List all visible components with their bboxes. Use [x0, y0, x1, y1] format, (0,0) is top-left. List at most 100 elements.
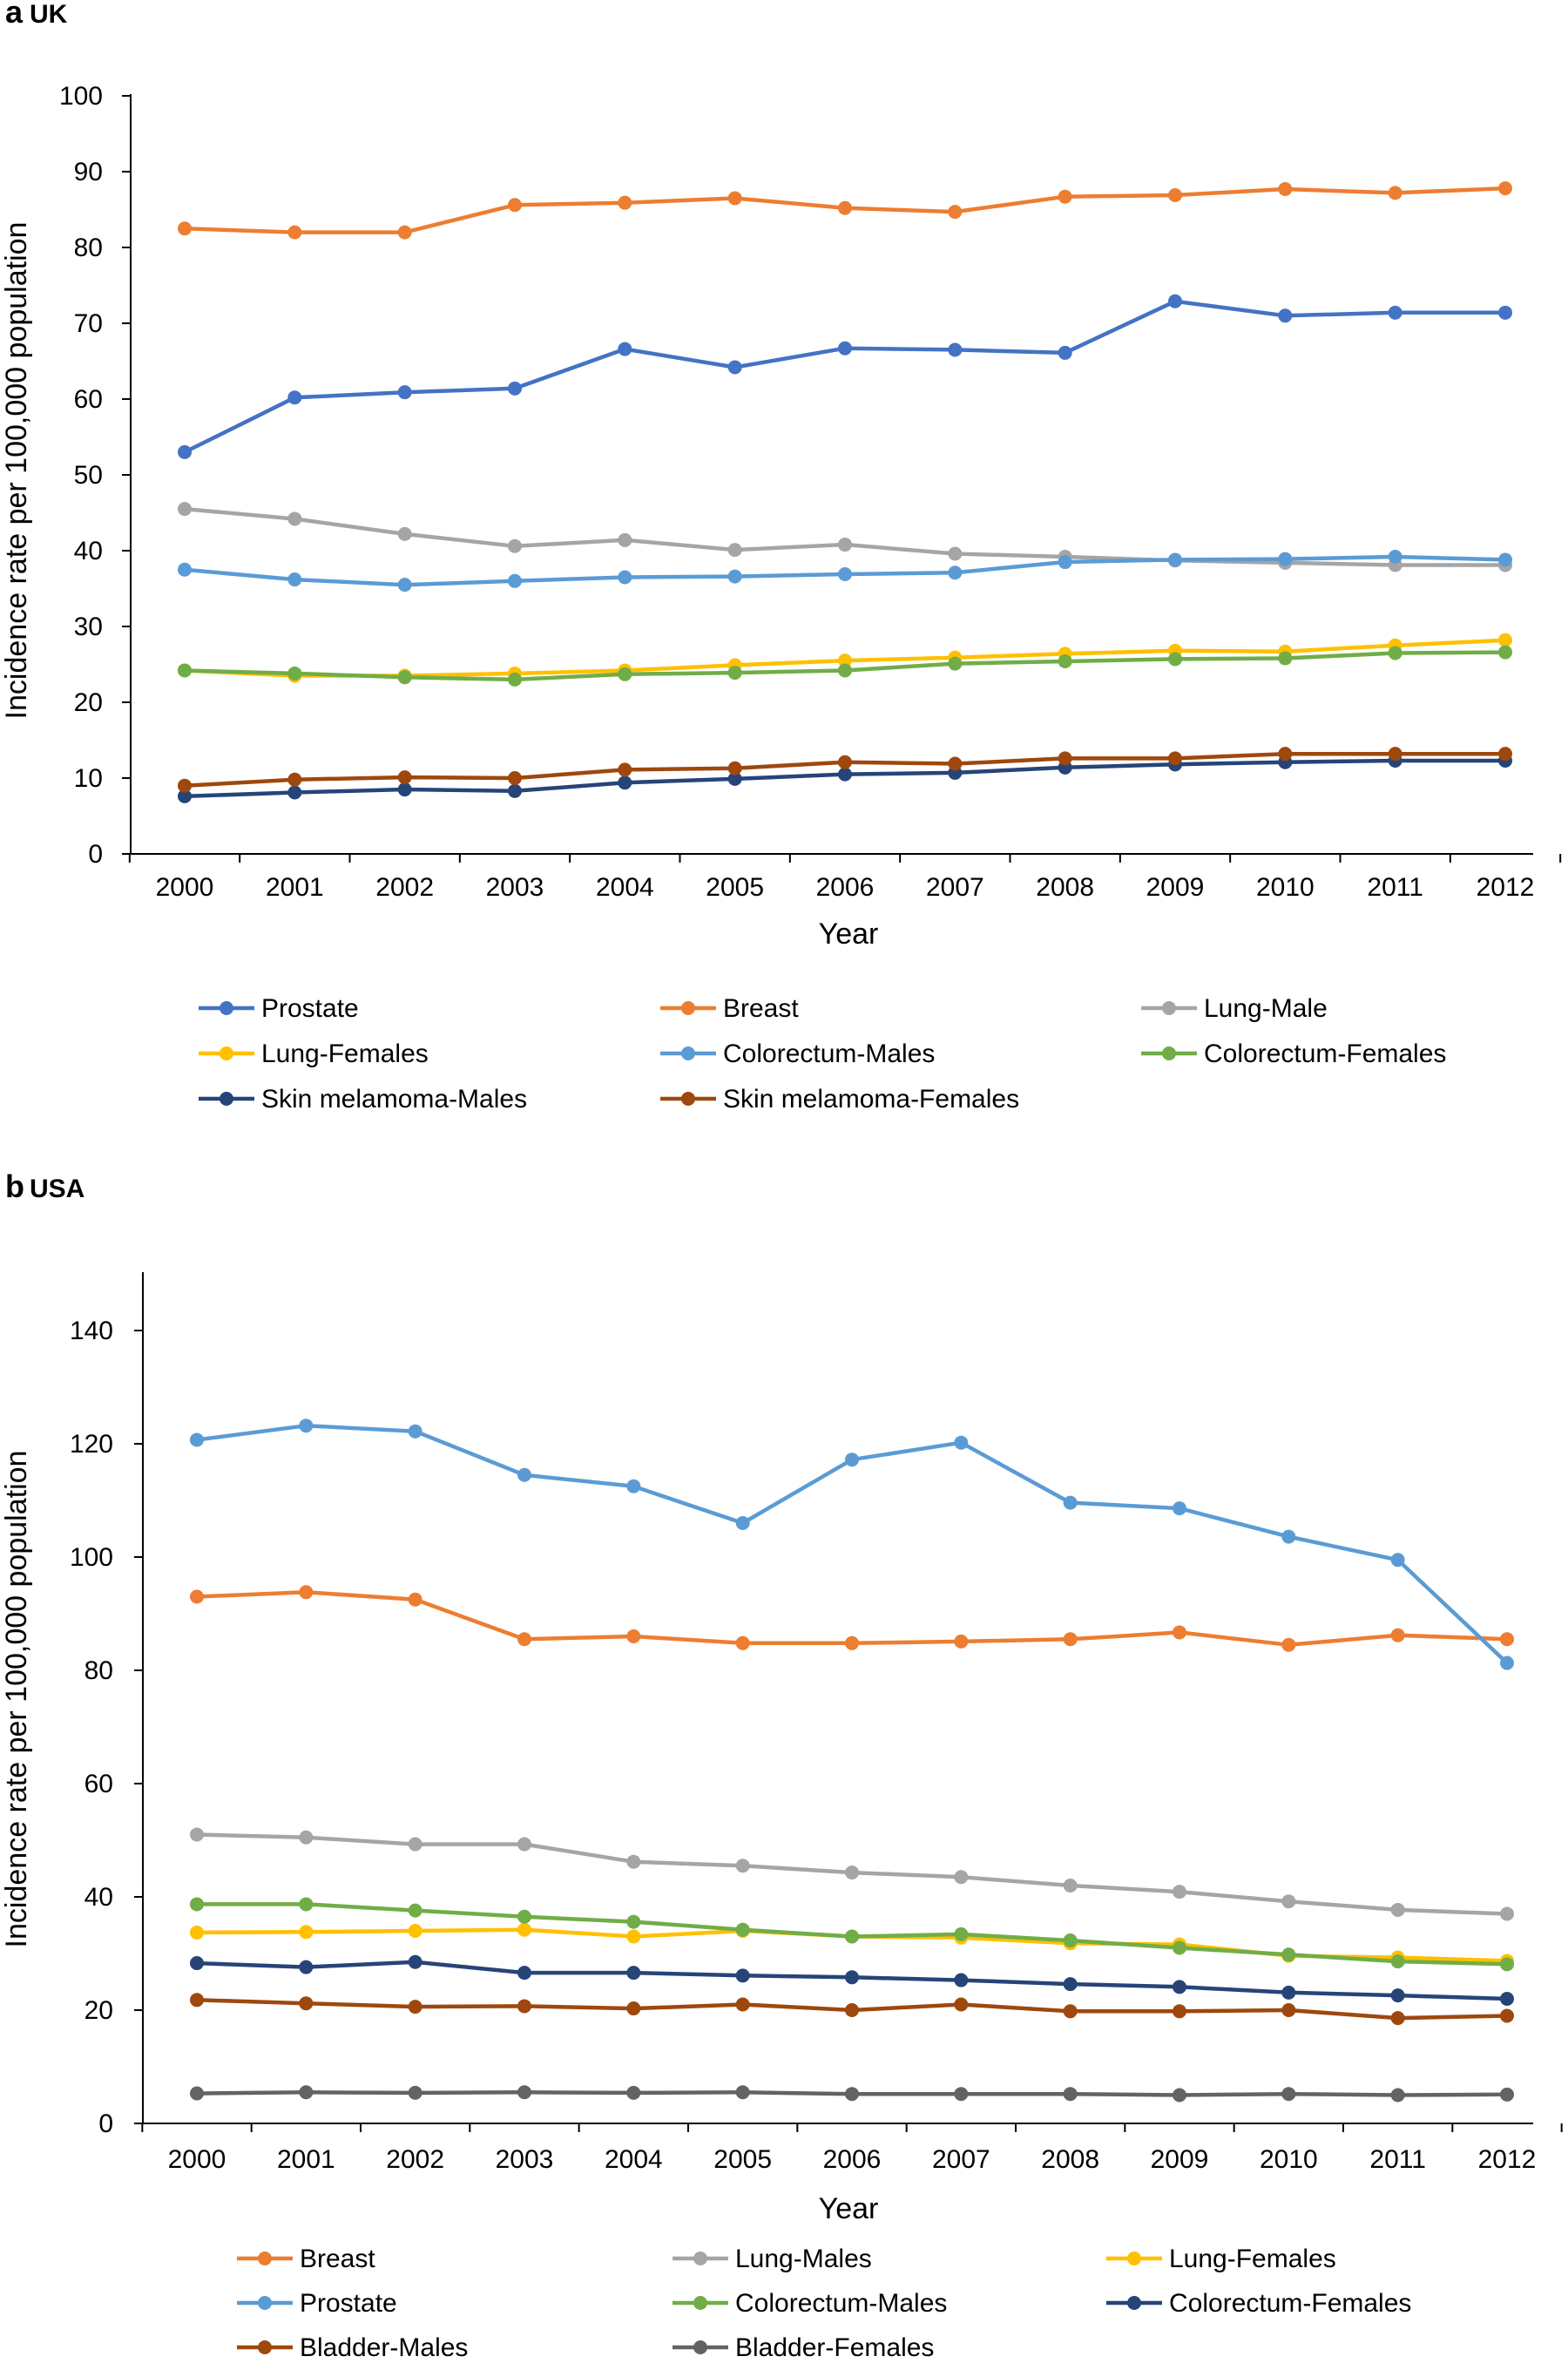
panel-b-data-point — [626, 1929, 641, 1944]
panel-a-data-point — [1278, 747, 1293, 762]
panel-a-data-point — [178, 502, 192, 517]
panel-a-legend-label: Lung-Male — [1204, 994, 1328, 1023]
panel-a-data-point — [838, 538, 852, 552]
panel-b-x-axis-label: Year — [819, 2192, 879, 2225]
panel-b-x-tick-label: 2010 — [1260, 2145, 1318, 2174]
panel-a-data-point — [618, 342, 632, 356]
panel-a-x-tick-label: 2007 — [926, 873, 984, 902]
panel-b-y-tick-label: 80 — [84, 1656, 113, 1685]
panel-a-data-point — [618, 532, 632, 547]
panel-a-data-point — [1168, 187, 1182, 202]
panel-b-data-point — [1281, 1947, 1296, 1962]
panel-b-data-point — [408, 1424, 422, 1439]
panel-a-legend-label: Lung-Females — [261, 1039, 429, 1068]
panel-b-series-bladder-females — [190, 2085, 1514, 2103]
panel-b-x-tick-label: 2011 — [1369, 2145, 1426, 2174]
panel-a-legend-item-prostate: Prostate — [199, 994, 359, 1023]
panel-a-data-point — [397, 782, 412, 797]
panel-a-data-point — [1388, 305, 1402, 320]
panel-b-legend-marker — [258, 2340, 272, 2354]
panel-a-data-point — [838, 200, 852, 215]
panel-b-legend-item-bladder-females: Bladder-Females — [672, 2333, 934, 2362]
panel-b-legend-label: Lung-Females — [1169, 2245, 1336, 2273]
panel-b-data-point — [517, 1632, 531, 1647]
panel-b-data-point — [299, 1996, 314, 2011]
panel-b-legend-label: Lung-Males — [735, 2245, 872, 2273]
panel-b-data-point — [1390, 1902, 1405, 1917]
panel-b-legend-item-bladder-males: Bladder-Males — [237, 2333, 468, 2362]
panel-a-data-point — [287, 785, 302, 800]
panel-b-x-tick-label: 2002 — [386, 2145, 444, 2174]
panel-b-x-tick-label: 2003 — [496, 2145, 554, 2174]
panel-a-x-tick-label: 2003 — [486, 873, 544, 902]
panel-b-series-lung-males — [190, 1827, 1514, 1921]
panel-b-data-point — [1063, 1933, 1078, 1948]
panel-a-data-point — [727, 543, 742, 558]
panel-b-y-tick-label: 120 — [70, 1430, 113, 1459]
panel-b-data-point — [408, 2085, 422, 2100]
panel-b-legend-label: Prostate — [300, 2289, 397, 2318]
panel-b-data-point — [190, 1993, 204, 2008]
panel-a-data-point — [178, 444, 192, 459]
panel-b-legend-marker — [693, 2252, 707, 2265]
panel-b-data-point — [735, 1635, 750, 1650]
panel-b-data-point — [517, 1922, 531, 1937]
panel-b-data-point — [1063, 1879, 1078, 1893]
panel-b-data-point — [626, 1629, 641, 1643]
panel-b-data-point — [299, 1585, 314, 1600]
panel-b-data-point — [517, 2085, 531, 2100]
panel-a-series-colorectum-males — [178, 549, 1512, 592]
panel-b-legend-marker — [1127, 2296, 1141, 2310]
panel-a-data-point — [287, 772, 302, 787]
panel-b-data-point — [1500, 1632, 1514, 1647]
panel-a-legend-marker — [1162, 1001, 1176, 1015]
panel-a-x-axis-label: Year — [819, 918, 879, 951]
panel-a-legend-label: Prostate — [261, 994, 359, 1023]
panel-a-x-tick-label: 2008 — [1036, 873, 1094, 902]
panel-a-data-point — [838, 653, 852, 668]
panel-b-data-point — [1390, 1988, 1405, 2003]
panel-b-data-point — [845, 1970, 859, 1985]
panel-b-y-tick-label: 140 — [70, 1317, 113, 1345]
panel-a-legend-label: Colorectum-Males — [723, 1039, 935, 1068]
panel-a-data-point — [178, 663, 192, 678]
panel-a-series-line-prostate — [184, 299, 1505, 454]
panel-b-y-tick-label: 0 — [98, 2109, 113, 2138]
panel-a-legend-marker — [220, 1046, 233, 1060]
panel-a-legend-item-lung-male: Lung-Male — [1141, 994, 1328, 1023]
panel-a-data-point — [508, 198, 522, 213]
panel-b-data-point — [845, 2087, 859, 2102]
panel-b-data-point — [1063, 1977, 1078, 1992]
panel-a-legend-item-lung-females: Lung-Females — [199, 1039, 429, 1068]
panel-b-legend-item-lung-females: Lung-Females — [1106, 2245, 1336, 2273]
panel-a-data-point — [1058, 345, 1072, 360]
panel-a-legend: Prostate Breast Lung-Male Lung-Females Color… — [199, 994, 1446, 1114]
panel-a-legend-label: Skin melamoma-Males — [261, 1085, 527, 1114]
panel-a-data-point — [508, 783, 522, 798]
panel-b-legend-marker — [258, 2296, 272, 2310]
panel-b-legend-label: Breast — [300, 2245, 375, 2273]
panel-b-data-point — [408, 1592, 422, 1607]
panel-a-legend-marker — [681, 1046, 695, 1060]
panel-a-data-point — [948, 656, 963, 671]
panel-b-data-point — [1281, 1529, 1296, 1544]
panel-a-data-point — [727, 569, 742, 584]
panel-a-legend-label: Skin melamoma-Females — [723, 1085, 1019, 1114]
panel-a-x-tick-label: 2002 — [375, 873, 434, 902]
panel-a-series-prostate — [178, 294, 1512, 459]
panel-b-data-point — [1281, 1637, 1296, 1652]
panel-b-y-axis-label: Incidence rate per 100,000 population — [0, 1451, 33, 1948]
panel-b-data-point — [1390, 2088, 1405, 2103]
panel-b-data-point — [845, 1635, 859, 1650]
panel-a-data-point — [1388, 186, 1402, 200]
panel-a-data-point — [178, 562, 192, 577]
panel-a-data-point — [287, 666, 302, 681]
panel-b-data-point — [845, 1452, 859, 1467]
panel-a-data-point — [1058, 751, 1072, 766]
panel-a-data-point — [508, 573, 522, 588]
panel-b-data-point — [954, 2087, 969, 2102]
panel-b-series-prostate — [190, 1419, 1514, 1670]
panel-a-legend-label: Breast — [723, 994, 799, 1023]
panel-b-data-point — [1390, 1954, 1405, 1969]
panel-b-x-tick-label: 2012 — [1478, 2145, 1537, 2174]
